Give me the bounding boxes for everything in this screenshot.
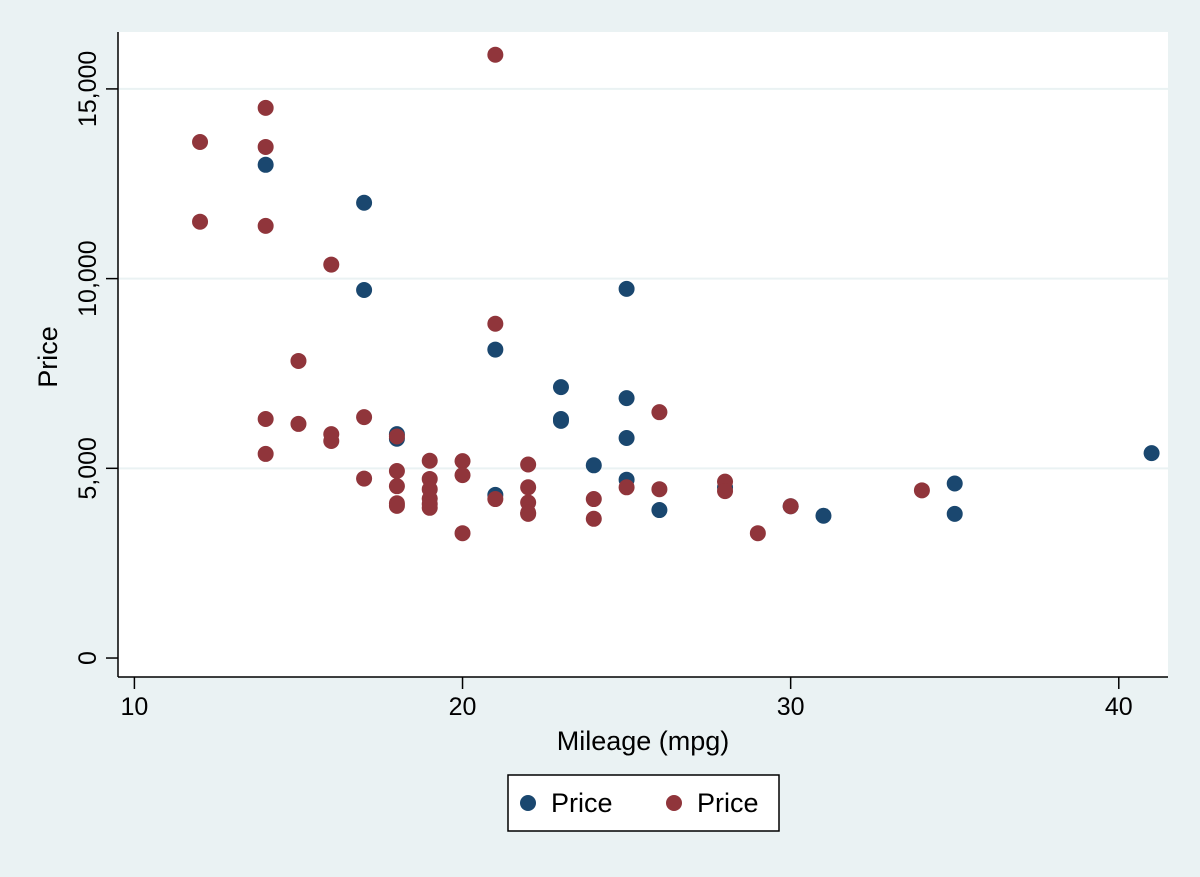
data-point-series-2 <box>913 482 930 499</box>
data-point-series-2 <box>520 456 537 473</box>
data-point-series-2 <box>323 433 340 450</box>
data-point-series-2 <box>651 481 668 498</box>
data-point-series-1 <box>618 429 635 446</box>
data-point-series-2 <box>388 478 405 495</box>
data-point-series-2 <box>356 470 373 487</box>
axes <box>117 32 1168 678</box>
y-axis-label: Price <box>33 326 63 388</box>
data-point-series-1 <box>552 379 569 396</box>
ticks: 0 5,000 10,000 15,000 10 20 30 40 <box>74 51 1133 721</box>
data-point-series-2 <box>454 525 471 542</box>
data-point-series-1 <box>487 341 504 358</box>
x-tick-label: 10 <box>121 693 149 721</box>
data-point-series-1 <box>651 502 668 519</box>
data-point-series-2 <box>421 499 438 516</box>
data-point-series-2 <box>717 483 734 500</box>
data-point-series-2 <box>257 445 274 462</box>
data-point-series-2 <box>192 213 209 230</box>
x-axis-label: Mileage (mpg) <box>557 726 730 756</box>
x-tick-label: 40 <box>1105 693 1133 721</box>
y-tick-label: 15,000 <box>74 51 102 127</box>
data-points <box>192 46 1160 542</box>
data-point-series-2 <box>749 525 766 542</box>
x-tick-label: 30 <box>777 693 805 721</box>
data-point-series-2 <box>454 453 471 470</box>
data-point-series-2 <box>651 404 668 421</box>
legend-label-series-1: Price <box>551 788 613 818</box>
legend-box <box>507 774 780 832</box>
data-point-series-1 <box>585 457 602 474</box>
data-point-series-1 <box>356 194 373 211</box>
data-point-series-2 <box>257 99 274 116</box>
data-point-series-2 <box>487 491 504 508</box>
data-point-series-2 <box>388 462 405 479</box>
data-point-series-2 <box>487 46 504 63</box>
gridlines <box>118 87 1168 470</box>
data-point-series-1 <box>946 475 963 492</box>
data-point-series-1 <box>618 280 635 297</box>
data-point-series-2 <box>356 409 373 426</box>
y-tick-label: 5,000 <box>74 437 102 500</box>
data-point-series-2 <box>487 315 504 332</box>
data-point-series-1 <box>815 507 832 524</box>
legend: Price Price <box>507 774 780 832</box>
data-point-series-1 <box>257 156 274 173</box>
data-point-series-2 <box>782 498 799 515</box>
data-point-series-2 <box>454 467 471 484</box>
data-point-series-2 <box>585 510 602 527</box>
data-point-series-1 <box>946 505 963 522</box>
data-point-series-2 <box>192 134 209 151</box>
data-point-series-2 <box>618 479 635 496</box>
y-tick-label: 0 <box>74 651 102 665</box>
legend-marker-series-1 <box>520 795 536 811</box>
legend-marker-series-2 <box>666 795 682 811</box>
data-point-series-1 <box>1143 445 1160 462</box>
legend-label-series-2: Price <box>697 788 759 818</box>
data-point-series-2 <box>421 452 438 469</box>
data-point-series-2 <box>257 411 274 427</box>
plot-area <box>118 32 1168 677</box>
data-point-series-2 <box>520 479 537 496</box>
data-point-series-2 <box>257 138 274 155</box>
y-tick-label: 10,000 <box>74 240 102 316</box>
data-point-series-1 <box>356 282 373 298</box>
x-tick-label: 20 <box>449 693 477 721</box>
data-point-series-1 <box>552 412 569 429</box>
data-point-series-2 <box>323 256 340 273</box>
data-point-series-2 <box>257 217 274 234</box>
data-point-series-2 <box>388 428 405 445</box>
data-point-series-2 <box>290 352 307 369</box>
data-point-series-2 <box>388 497 405 514</box>
data-point-series-2 <box>520 505 537 522</box>
data-point-series-2 <box>290 415 307 432</box>
data-point-series-2 <box>585 491 602 508</box>
data-point-series-1 <box>618 390 635 407</box>
